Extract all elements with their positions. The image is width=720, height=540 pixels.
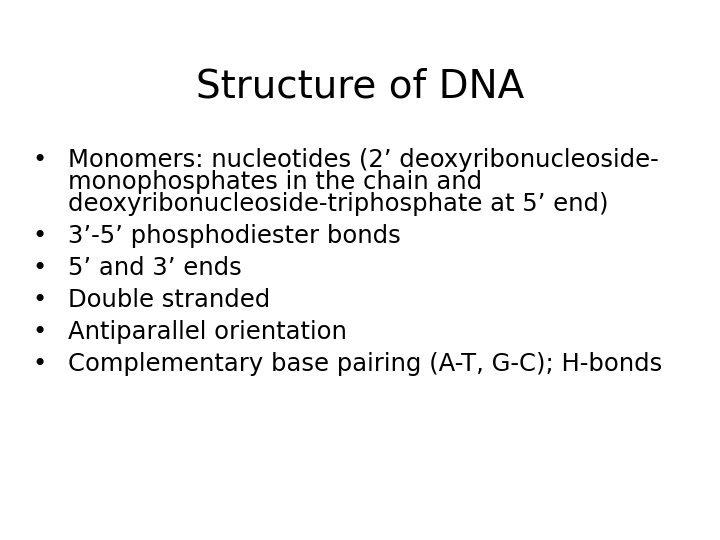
Text: deoxyribonucleoside-triphosphate at 5’ end): deoxyribonucleoside-triphosphate at 5’ e… [68,192,609,216]
Text: •: • [32,224,47,248]
Text: Double stranded: Double stranded [68,288,271,312]
Text: 3’-5’ phosphodiester bonds: 3’-5’ phosphodiester bonds [68,224,401,248]
Text: Structure of DNA: Structure of DNA [196,68,524,106]
Text: Antiparallel orientation: Antiparallel orientation [68,320,347,344]
Text: Complementary base pairing (A-T, G-C); H-bonds: Complementary base pairing (A-T, G-C); H… [68,352,662,376]
Text: monophosphates in the chain and: monophosphates in the chain and [68,170,482,194]
Text: •: • [32,148,47,172]
Text: •: • [32,320,47,344]
Text: •: • [32,256,47,280]
Text: •: • [32,288,47,312]
Text: 5’ and 3’ ends: 5’ and 3’ ends [68,256,242,280]
Text: Monomers: nucleotides (2’ deoxyribonucleoside-: Monomers: nucleotides (2’ deoxyribonucle… [68,148,659,172]
Text: •: • [32,352,47,376]
